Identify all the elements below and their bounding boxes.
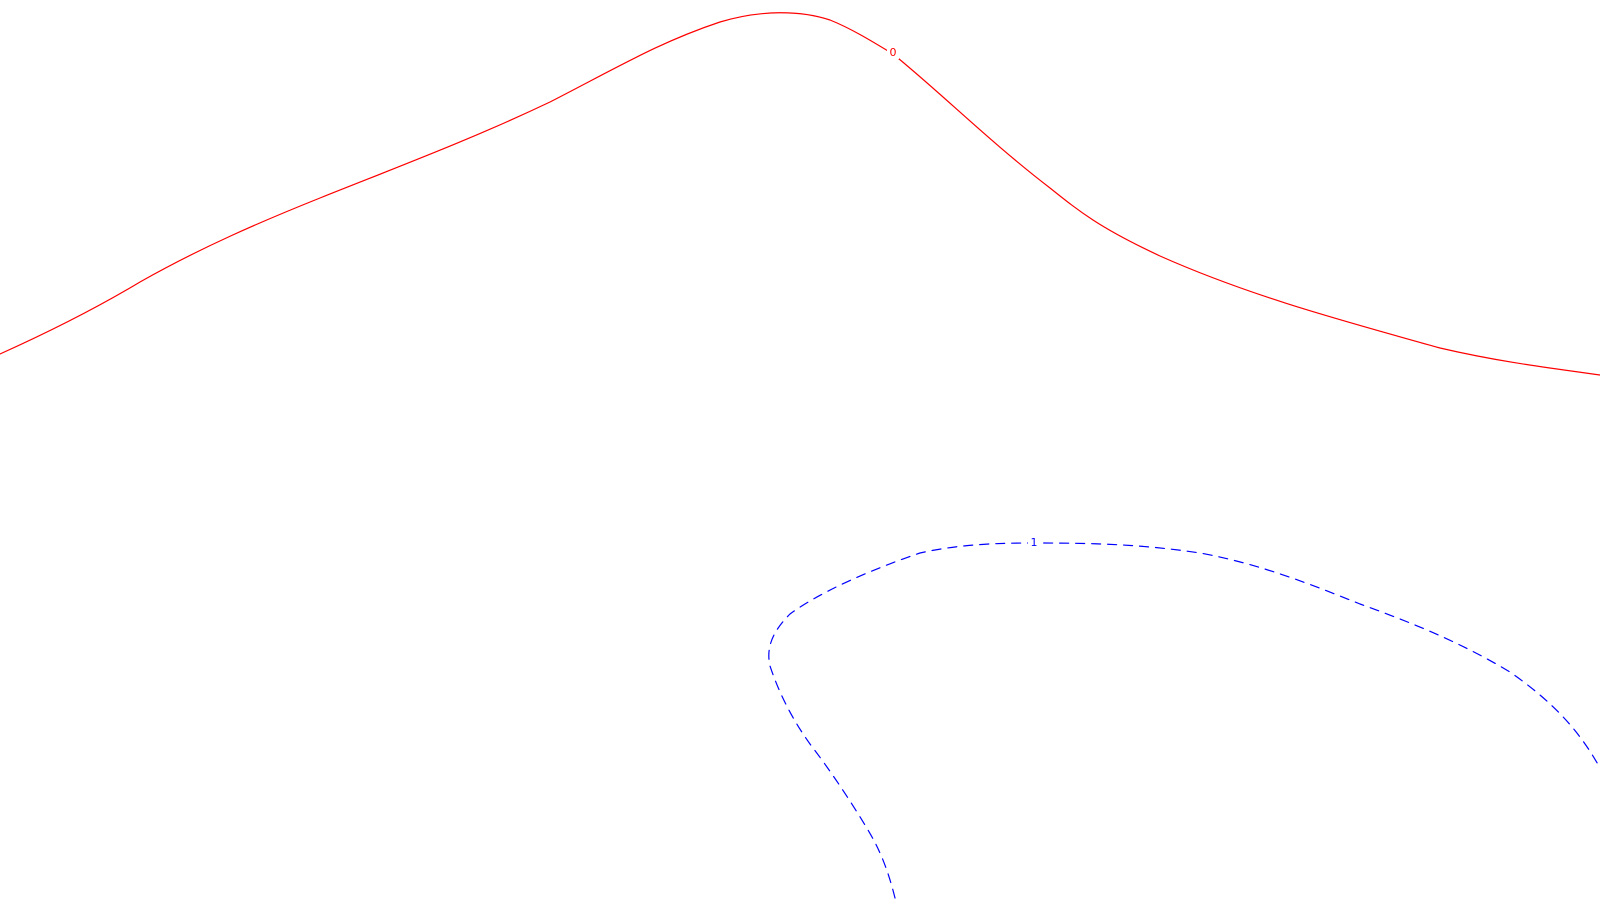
contour-0-group: 0 [0, 12, 1600, 376]
contour-1-group: 1 [768, 536, 1600, 899]
contour-label-1-mask [1028, 536, 1040, 549]
contour-line-0 [0, 12, 1600, 376]
contour-line-1 [768, 542, 1600, 899]
contour-label-0: 0 [890, 46, 897, 59]
contour-label-1: 1 [1031, 536, 1038, 549]
contour-label-0-mask [887, 46, 899, 59]
